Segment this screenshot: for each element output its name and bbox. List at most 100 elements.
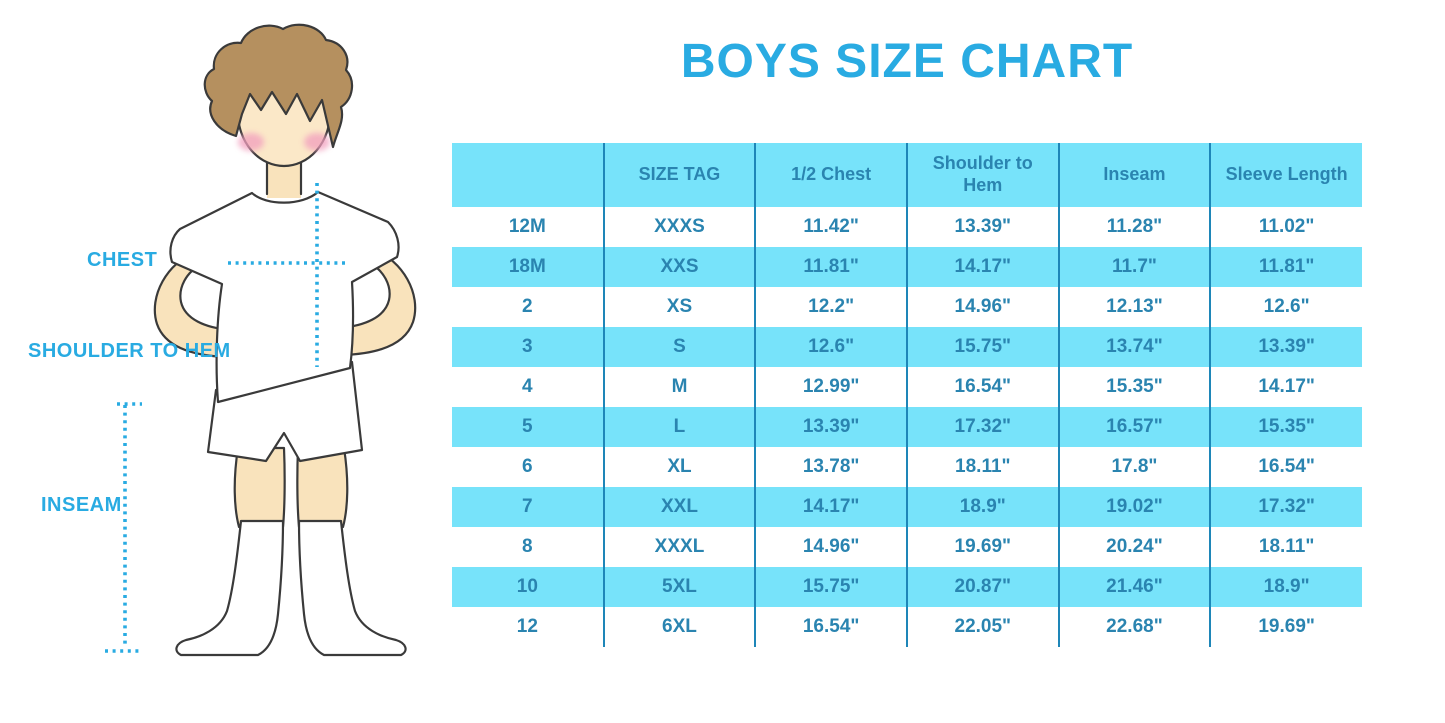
table-cell: 17.32" xyxy=(1209,487,1362,527)
table-row: 4 M 12.99" 16.54" 15.35" 14.17" xyxy=(452,367,1362,407)
table-cell: 20.24" xyxy=(1057,527,1211,567)
column-header-sleeve-length: Sleeve Length xyxy=(1209,143,1362,207)
table-cell: 15.75" xyxy=(754,567,907,607)
table-row: 3 S 12.6" 15.75" 13.74" 13.39" xyxy=(452,327,1362,367)
table-cell: S xyxy=(602,327,756,367)
table-cell: 6XL xyxy=(602,607,756,647)
table-cell: 14.96" xyxy=(754,527,907,567)
page-title: BOYS SIZE CHART xyxy=(680,35,1134,88)
size-table: SIZE TAG 1/2 Chest Shoulder to Hem Insea… xyxy=(452,143,1362,647)
table-cell: 14.17" xyxy=(1209,367,1362,407)
table-cell: 19.69" xyxy=(1209,607,1362,647)
table-cell: 16.54" xyxy=(754,607,907,647)
table-cell: 11.81" xyxy=(1209,247,1362,287)
table-cell: 13.39" xyxy=(1209,327,1362,367)
column-header-half-chest: 1/2 Chest xyxy=(754,143,907,207)
table-cell: 12.6" xyxy=(754,327,907,367)
table-cell: 12M xyxy=(508,216,546,237)
table-cell: 12.99" xyxy=(754,367,907,407)
inseam-label: INSEAM xyxy=(41,494,122,516)
table-cell: 7 xyxy=(452,487,604,527)
table-cell: XXXS xyxy=(602,207,756,247)
table-cell: 13.39" xyxy=(754,407,907,447)
table-cell: M xyxy=(602,367,756,407)
table-cell: 18M xyxy=(452,247,604,287)
table-cell: 15.35" xyxy=(1057,367,1211,407)
table-cell: 5XL xyxy=(602,567,756,607)
measurement-figure: CHEST SHOULDER TO HEM INSEAM xyxy=(0,0,450,723)
table-cell: 12.6" xyxy=(1209,287,1362,327)
table-cell: 12.2" xyxy=(754,287,907,327)
table-cell: 12 xyxy=(516,616,538,637)
column-header-inseam: Inseam xyxy=(1057,143,1211,207)
left-sock xyxy=(175,519,285,657)
table-cell: 13.78" xyxy=(754,447,907,487)
column-header-shoulder-hem: Shoulder to Hem xyxy=(905,143,1059,207)
table-cell: 16.54" xyxy=(905,367,1059,407)
table-cell: 17.8" xyxy=(1057,447,1211,487)
size-table-header: SIZE TAG 1/2 Chest Shoulder to Hem Insea… xyxy=(452,143,1362,207)
table-cell: 5 xyxy=(452,407,604,447)
table-cell: 16.57" xyxy=(1057,407,1211,447)
table-cell: 8 xyxy=(522,536,533,557)
table-row: 6 XL 13.78" 18.11" 17.8" 16.54" xyxy=(452,447,1362,487)
table-cell: 10 xyxy=(452,567,604,607)
table-row: 18M XXS 11.81" 14.17" 11.7" 11.81" xyxy=(452,247,1362,287)
table-cell: 11.81" xyxy=(754,247,907,287)
right-sock xyxy=(297,519,407,657)
table-row: 2 XS 12.2" 14.96" 12.13" 12.6" xyxy=(452,287,1362,327)
table-cell: 19.02" xyxy=(1057,487,1211,527)
table-cell: 14.17" xyxy=(754,487,907,527)
table-cell: XXXL xyxy=(602,527,756,567)
table-cell: 11.28" xyxy=(1057,207,1211,247)
chest-label: CHEST xyxy=(87,249,158,271)
table-cell: 11.02" xyxy=(1209,207,1362,247)
table-cell: 20.87" xyxy=(905,567,1059,607)
table-cell: 15.75" xyxy=(905,327,1059,367)
table-cell: 13.74" xyxy=(1057,327,1211,367)
table-row: 7 XXL 14.17" 18.9" 19.02" 17.32" xyxy=(452,487,1362,527)
table-cell: 18.9" xyxy=(905,487,1059,527)
table-cell: 13.39" xyxy=(905,207,1059,247)
table-cell: 17.32" xyxy=(905,407,1059,447)
table-cell: 6 xyxy=(522,456,533,477)
column-header-size-tag: SIZE TAG xyxy=(602,143,756,207)
table-cell: 19.69" xyxy=(905,527,1059,567)
table-cell: 18.11" xyxy=(1209,527,1362,567)
table-cell: 22.05" xyxy=(905,607,1059,647)
table-cell: 11.42" xyxy=(754,207,907,247)
right-leg xyxy=(296,446,349,529)
table-cell: 14.96" xyxy=(905,287,1059,327)
table-cell: 2 xyxy=(522,296,533,317)
table-cell: 4 xyxy=(522,376,533,397)
table-cell: 16.54" xyxy=(1209,447,1362,487)
shoulder-to-hem-label: SHOULDER TO HEM xyxy=(28,340,231,362)
right-cheek xyxy=(304,133,330,151)
table-cell: 3 xyxy=(452,327,604,367)
table-cell: XS xyxy=(602,287,756,327)
table-row: 10 5XL 15.75" 20.87" 21.46" 18.9" xyxy=(452,567,1362,607)
table-row: 5 L 13.39" 17.32" 16.57" 15.35" xyxy=(452,407,1362,447)
table-row: 8 XXXL 14.96" 19.69" 20.24" 18.11" xyxy=(452,527,1362,567)
table-row: 12M XXXS 11.42" 13.39" 11.28" 11.02" xyxy=(452,207,1362,247)
table-cell: 22.68" xyxy=(1057,607,1211,647)
table-cell: XXL xyxy=(602,487,756,527)
size-table-body: 12M XXXS 11.42" 13.39" 11.28" 11.02" 18M XXS 11.… xyxy=(452,207,1362,647)
left-cheek xyxy=(238,133,264,151)
t-shirt xyxy=(169,190,400,404)
table-cell: 21.46" xyxy=(1057,567,1211,607)
table-row: 12 6XL 16.54" 22.05" 22.68" 19.69" xyxy=(452,607,1362,647)
boy-illustration xyxy=(105,23,417,657)
table-cell: 18.11" xyxy=(905,447,1059,487)
table-cell: 12.13" xyxy=(1057,287,1211,327)
table-cell: 15.35" xyxy=(1209,407,1362,447)
column-header-size xyxy=(452,143,604,207)
table-cell: 11.7" xyxy=(1057,247,1211,287)
table-cell: XL xyxy=(602,447,756,487)
table-cell: 18.9" xyxy=(1209,567,1362,607)
table-cell: XXS xyxy=(602,247,756,287)
header-row: SIZE TAG 1/2 Chest Shoulder to Hem Insea… xyxy=(452,143,1362,207)
table-cell: L xyxy=(602,407,756,447)
hair xyxy=(203,23,354,149)
